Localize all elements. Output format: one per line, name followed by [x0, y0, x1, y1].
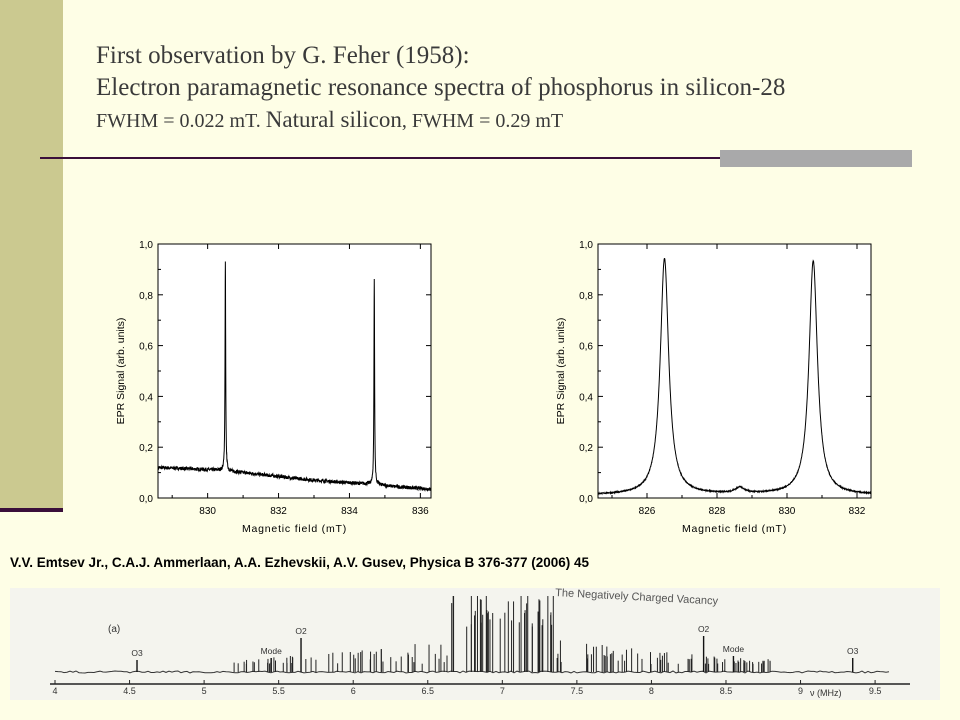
y-tick-label: 0,0: [579, 494, 593, 505]
x-tick-label: 832: [270, 506, 287, 517]
spectrum-tick-label: 5: [202, 686, 207, 696]
spectrum-annotation: O2: [698, 624, 710, 634]
spectrum-series: [157, 261, 432, 492]
fwhm-28si: FWHM = 0.022 mT.: [96, 110, 266, 132]
spectrum-annotations: O3 Mode O2 O2 Mode O3: [131, 624, 858, 658]
x-tick-label: 832: [849, 506, 866, 517]
y-tick-label: 0,2: [579, 443, 593, 454]
title-rule: [40, 157, 912, 159]
y-tick-label: 0,8: [139, 291, 153, 302]
y-tick-label: 0,2: [139, 443, 153, 454]
title-line-3: FWHM = 0.022 mT. Natural silicon, FWHM =…: [96, 104, 936, 137]
spectrum-tick-label: 8: [649, 686, 654, 696]
spectrum-annotation: O3: [847, 646, 859, 656]
x-axis-label: Magnetic field (mT): [682, 523, 787, 535]
x-tick-label: 830: [199, 506, 216, 517]
left-accent-bar: [0, 0, 63, 512]
spectrum-annotation: O3: [131, 648, 143, 658]
natural-silicon-label: Natural silicon: [265, 107, 402, 132]
citation: V.V. Emtsev Jr., C.A.J. Ammerlaan, A.A. …: [10, 555, 590, 570]
y-axis-label: EPR Signal (arb. units): [115, 318, 127, 425]
x-tick-label: 828: [709, 506, 726, 517]
x-tick-label: 826: [639, 506, 656, 517]
y-axis-label: EPR Signal (arb. units): [555, 318, 567, 425]
spectrum-tick-label: 7.5: [571, 686, 584, 696]
spectrum-tick-label: 6.5: [422, 686, 435, 696]
title-line-2: Electron paramagnetic resonance spectra …: [96, 74, 786, 101]
epr-chart-natural-si: 0,0 0,2 0,4 0,6 0,8 1,0 826 828 830 832 Magnetic f…: [555, 240, 872, 535]
spectrum-axis-labels: 4 4.5 5 5.5 6 6.5 7 7.5 8 8.5 9 9.5: [52, 680, 881, 696]
slide-title: First observation by G. Feher (1958): El…: [96, 40, 936, 137]
spectrum-series: [597, 257, 872, 496]
spectrum-annotation: Mode: [723, 644, 745, 654]
spectrum-tick-label: 6: [351, 686, 356, 696]
x-tick-label: 834: [341, 506, 358, 517]
spectrum-annotation: Mode: [261, 646, 283, 656]
spectrum-axis-unit: ν (MHz): [810, 688, 842, 698]
plot-frame: [157, 243, 432, 499]
y-tick-label: 1,0: [139, 240, 153, 251]
plot-frame: [597, 243, 872, 499]
y-tick-label: 0,6: [579, 342, 593, 353]
y-tick-label: 0,0: [139, 494, 153, 505]
title-rule-block: [720, 150, 912, 167]
spectrum-tick-label: 4: [52, 686, 57, 696]
spectrum-tick-label: 8.5: [720, 686, 733, 696]
title-line-1: First observation by G. Feher (1958):: [96, 42, 470, 69]
fwhm-natural: , FWHM = 0.29 mT: [401, 110, 564, 132]
y-tick-label: 1,0: [579, 240, 593, 251]
epr-chart-si28: 0,0 0,2 0,4 0,6 0,8 1,0 830 832 834 836 Magnetic f…: [115, 240, 432, 535]
spectrum-tick-label: 9.5: [869, 686, 882, 696]
x-tick-label: 830: [779, 506, 796, 517]
y-tick-label: 0,8: [579, 291, 593, 302]
x-axis-label: Magnetic field (mT): [242, 523, 347, 535]
y-tick-label: 0,4: [139, 392, 153, 403]
spectrum-tick-label: 5.5: [272, 686, 285, 696]
left-accent-base: [0, 508, 63, 512]
spectrum-tick-label: 9: [798, 686, 803, 696]
vacancy-spectrum-image: The Negatively Charged Vacancy (a) O3 Mod…: [10, 588, 940, 700]
y-tick-label: 0,6: [139, 342, 153, 353]
x-tick-label: 836: [412, 506, 429, 517]
spectrum-annotation: O2: [295, 626, 307, 636]
spectrum-panel-label: (a): [108, 624, 120, 635]
spectrum-tick-label: 4.5: [123, 686, 136, 696]
spectrum-tick-label: 7: [500, 686, 505, 696]
y-tick-label: 0,4: [579, 392, 593, 403]
spectrum-lines: [54, 596, 890, 674]
